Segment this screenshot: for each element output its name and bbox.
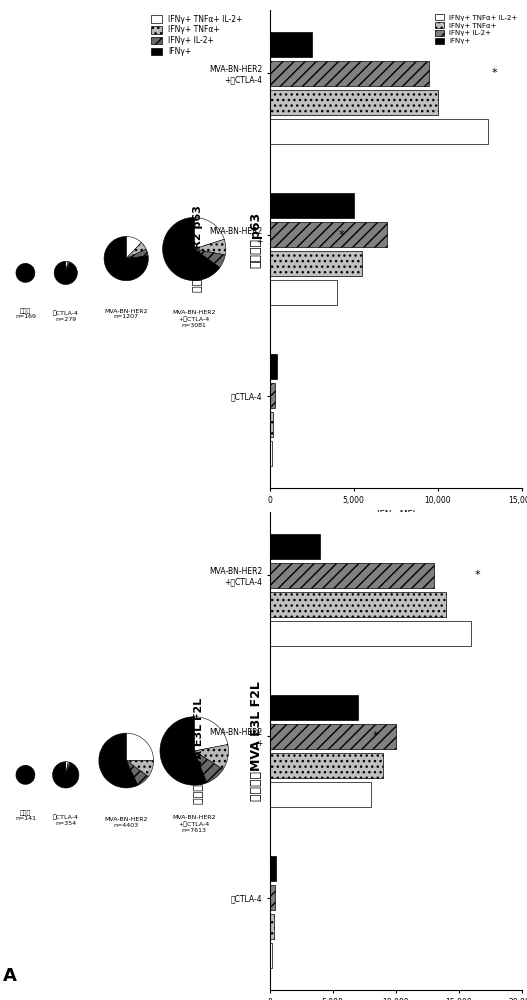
Bar <box>270 90 438 115</box>
Wedge shape <box>163 217 220 281</box>
Text: 再刺激：MVA E3L F2L: 再刺激：MVA E3L F2L <box>250 681 262 801</box>
Text: *: * <box>373 731 378 741</box>
Text: 未处理
n=141: 未处理 n=141 <box>15 810 36 821</box>
Wedge shape <box>16 263 35 282</box>
Wedge shape <box>25 765 26 775</box>
Text: *: * <box>339 230 345 240</box>
Text: *: * <box>475 570 480 580</box>
Wedge shape <box>25 263 26 273</box>
Wedge shape <box>25 765 26 775</box>
Bar <box>270 222 387 247</box>
Bar <box>270 885 275 910</box>
Wedge shape <box>99 733 138 788</box>
Text: MVA-BN-HER2
+抗CTLA-4
n=3081: MVA-BN-HER2 +抗CTLA-4 n=3081 <box>172 310 216 328</box>
Text: MVA-BN-HER2
n=4403: MVA-BN-HER2 n=4403 <box>104 817 148 828</box>
Text: 抗CTLA-4
n=279: 抗CTLA-4 n=279 <box>53 311 79 322</box>
Bar <box>270 61 430 86</box>
Bar <box>270 724 396 749</box>
Wedge shape <box>194 239 226 255</box>
Legend: IFNγ+ TNFα+ IL-2+, IFNγ+ TNFα+, IFNγ+ IL-2+, IFNγ+: IFNγ+ TNFα+ IL-2+, IFNγ+ TNFα+, IFNγ+ IL… <box>435 13 518 45</box>
Bar <box>270 914 274 939</box>
Bar <box>270 354 277 379</box>
Wedge shape <box>126 242 146 259</box>
Wedge shape <box>194 249 225 268</box>
Bar <box>270 695 358 720</box>
Wedge shape <box>16 765 35 784</box>
Bar <box>270 119 488 144</box>
Wedge shape <box>126 761 153 777</box>
Bar <box>270 563 434 588</box>
Bar <box>270 383 275 408</box>
Text: 再刺激：p63: 再刺激：p63 <box>250 211 262 268</box>
Wedge shape <box>126 236 141 259</box>
Wedge shape <box>54 261 77 285</box>
X-axis label: IFNγ MFI: IFNγ MFI <box>377 510 415 519</box>
Wedge shape <box>25 263 26 273</box>
Bar <box>270 782 370 807</box>
Bar <box>270 943 272 968</box>
Text: 抗CTLA-4
n=354: 抗CTLA-4 n=354 <box>53 814 79 826</box>
Wedge shape <box>160 717 207 785</box>
Bar <box>270 280 337 305</box>
Text: MVA-BN-HER2
+抗CTLA-4
n=7613: MVA-BN-HER2 +抗CTLA-4 n=7613 <box>172 815 216 833</box>
Wedge shape <box>66 262 70 273</box>
Text: A: A <box>3 967 17 985</box>
Y-axis label: 再刺激：HER2 p63: 再刺激：HER2 p63 <box>193 206 203 292</box>
Wedge shape <box>66 762 68 775</box>
Bar <box>270 193 354 218</box>
Legend: IFNγ+ TNFα+ IL-2+, IFNγ+ TNFα+, IFNγ+ IL-2+, IFNγ+: IFNγ+ TNFα+ IL-2+, IFNγ+ TNFα+, IFNγ+ IL… <box>151 14 243 57</box>
Wedge shape <box>66 261 68 273</box>
Wedge shape <box>194 717 228 751</box>
Bar <box>270 592 446 617</box>
Wedge shape <box>104 236 148 281</box>
Wedge shape <box>66 762 70 775</box>
Text: 未处理
n=169: 未处理 n=169 <box>15 308 36 319</box>
Bar <box>270 412 273 437</box>
Bar <box>270 251 362 276</box>
Wedge shape <box>194 745 229 769</box>
Y-axis label: 再刺激：MVA E3L F2L: 再刺激：MVA E3L F2L <box>193 698 203 804</box>
Bar <box>270 753 383 778</box>
Bar <box>270 621 471 646</box>
Wedge shape <box>126 733 153 761</box>
Bar <box>270 856 276 881</box>
Text: MVA-BN-HER2
n=1207: MVA-BN-HER2 n=1207 <box>104 309 148 319</box>
Wedge shape <box>25 765 26 775</box>
Bar <box>270 441 272 466</box>
Wedge shape <box>66 762 71 775</box>
Wedge shape <box>53 762 79 788</box>
Bar <box>270 534 320 559</box>
Wedge shape <box>126 761 149 785</box>
Wedge shape <box>66 262 71 273</box>
Wedge shape <box>25 263 26 273</box>
Text: *: * <box>492 68 497 78</box>
Wedge shape <box>194 751 223 783</box>
Wedge shape <box>126 249 148 259</box>
Bar <box>270 32 312 57</box>
Wedge shape <box>194 217 225 249</box>
